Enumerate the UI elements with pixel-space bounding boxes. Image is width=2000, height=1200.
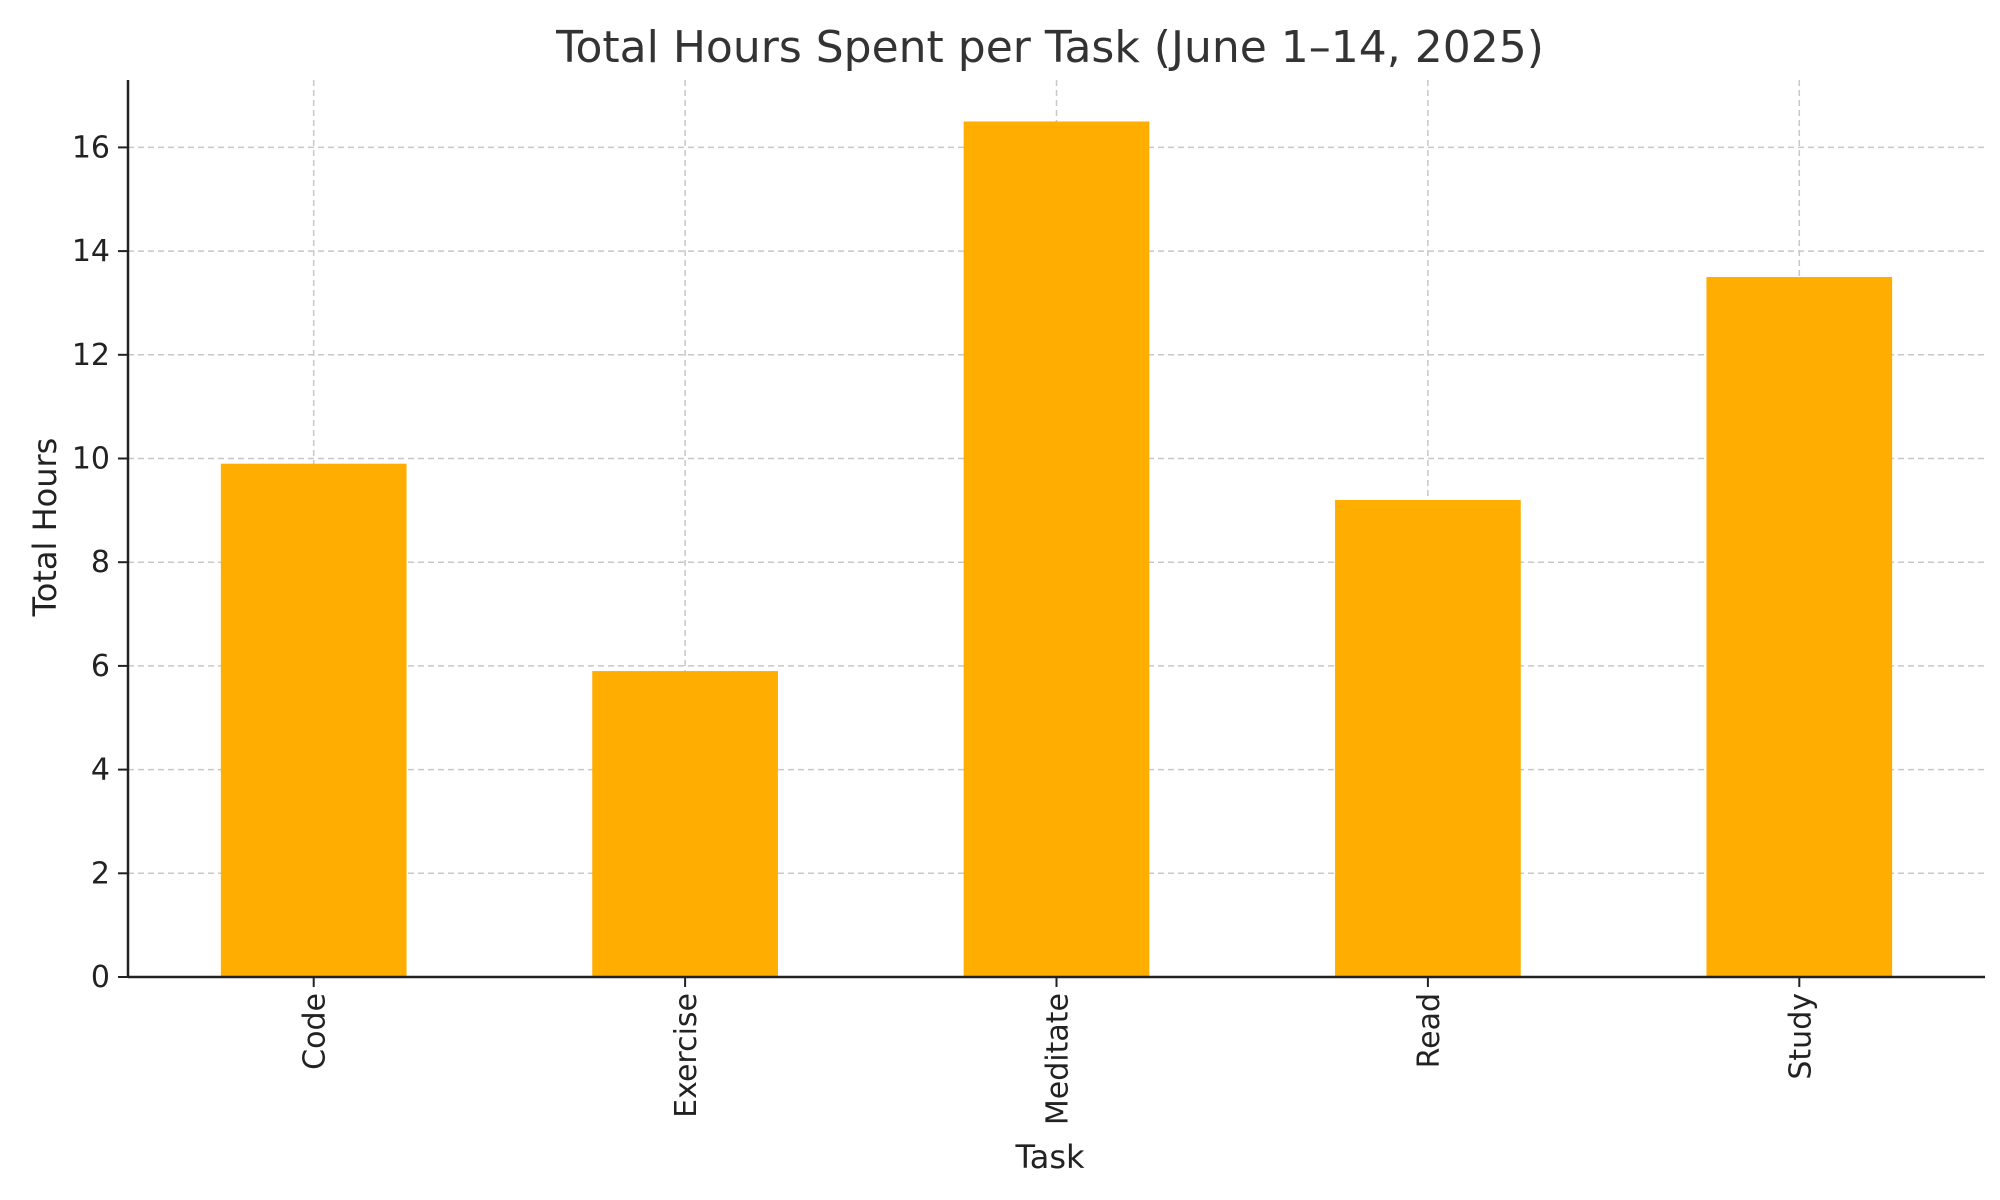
y-tick-label: 12 (72, 338, 110, 373)
y-tick-label: 4 (91, 753, 110, 788)
y-tick-label: 14 (72, 234, 110, 269)
x-tick-label: Read (1412, 993, 1447, 1068)
bar-exercise (592, 671, 778, 977)
x-axis-title: Task (1014, 1138, 1085, 1176)
y-axis-ticks: 0 2 4 6 8 10 12 14 16 (72, 130, 128, 995)
bar-study (1706, 277, 1893, 977)
y-tick-label: 6 (91, 649, 110, 684)
x-tick-label: Study (1783, 993, 1818, 1080)
y-axis-title: Total Hours (26, 438, 64, 618)
y-tick-label: 16 (72, 130, 110, 165)
bar-meditate (963, 121, 1150, 978)
bars (220, 121, 1893, 978)
y-tick-label: 10 (72, 442, 110, 477)
y-tick-label: 0 (91, 960, 110, 995)
x-tick-label: Meditate (1041, 993, 1076, 1125)
y-tick-label: 8 (91, 545, 110, 580)
y-tick-label: 2 (91, 856, 110, 891)
x-tick-label: Exercise (669, 993, 704, 1118)
bar-code (220, 463, 407, 977)
chart-title: Total Hours Spent per Task (June 1–14, 2… (555, 22, 1544, 73)
x-axis-ticks: Code Exercise Meditate Read Study (298, 977, 1818, 1125)
x-tick-label: Code (298, 993, 333, 1070)
bar-read (1335, 499, 1521, 977)
